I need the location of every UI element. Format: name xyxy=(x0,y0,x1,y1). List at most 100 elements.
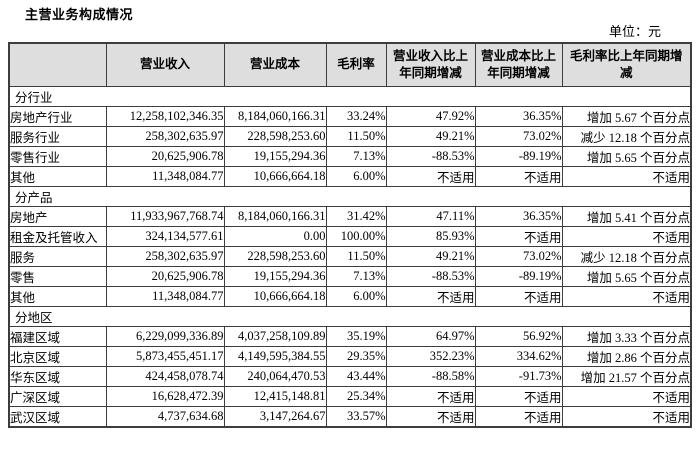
cell-value: 不适用 xyxy=(561,285,692,307)
row-label: 房地产 xyxy=(8,205,107,227)
cell-value: 73.02% xyxy=(474,125,563,147)
table-row: 租金及托管收入 324,134,577.61 0.00 100.00% 85.93% 不适… xyxy=(8,225,692,247)
cell-value: 19,155,294.36 xyxy=(223,145,327,167)
cell-value: 33.57% xyxy=(325,405,387,427)
cell-value: 424,458,078.74 xyxy=(105,365,225,387)
cell-value: 增加 2.86 个百分点 xyxy=(561,345,692,367)
cell-value: 35.19% xyxy=(325,325,387,347)
cell-value: 11,348,084.77 xyxy=(105,285,225,307)
cell-value: 增加 3.33 个百分点 xyxy=(561,325,692,347)
row-label: 服务行业 xyxy=(8,125,107,147)
table-row: 武汉区域 4,737,634.68 3,147,264.67 33.57% 不适用 不适用… xyxy=(8,405,692,427)
cell-value: 增加 5.41 个百分点 xyxy=(561,205,692,227)
table-row: 房地产行业 12,258,102,346.35 8,184,060,166.31 33… xyxy=(8,105,692,127)
cell-value: 不适用 xyxy=(561,165,692,187)
row-label: 福建区域 xyxy=(8,325,107,347)
row-label: 华东区域 xyxy=(8,365,107,387)
table-row: 华东区域 424,458,078.74 240,064,470.53 43.44% -8… xyxy=(8,365,692,387)
page-title: 主营业务构成情况 xyxy=(25,7,134,22)
cell-value: 228,598,253.60 xyxy=(223,245,327,267)
cell-value: -88.58% xyxy=(385,365,476,387)
cell-value: 不适用 xyxy=(474,225,563,247)
cell-value: -89.19% xyxy=(474,265,563,287)
section-row: 分地区 xyxy=(8,305,692,327)
cell-value: 不适用 xyxy=(474,405,563,427)
row-label: 零售行业 xyxy=(8,145,107,167)
cell-value: 20,625,906.78 xyxy=(105,265,225,287)
table-row: 房地产 11,933,967,768.74 8,184,060,166.31 31.4… xyxy=(8,205,692,227)
cell-value: 12,258,102,346.35 xyxy=(105,105,225,127)
table-row: 其他 11,348,084.77 10,666,664.18 6.00% 不适用 不适用不… xyxy=(8,165,692,187)
cell-value: 不适用 xyxy=(385,405,476,427)
cell-value: 3,147,264.67 xyxy=(223,405,327,427)
cell-value: 49.21% xyxy=(385,125,476,147)
cell-value: 增加 5.65 个百分点 xyxy=(561,265,692,287)
row-label: 其他 xyxy=(8,285,107,307)
header-cell-margin-yoy: 毛利率比上年同期增 减 xyxy=(561,42,692,87)
section-label: 分产品 xyxy=(8,185,692,207)
cell-value: 100.00% xyxy=(325,225,387,247)
section-label: 分地区 xyxy=(8,305,692,327)
cell-value: -89.19% xyxy=(474,145,563,167)
cell-value: 增加 5.67 个百分点 xyxy=(561,105,692,127)
cell-value: 增加 21.57 个百分点 xyxy=(561,365,692,387)
row-label: 房地产行业 xyxy=(8,105,107,127)
cell-value: 11.50% xyxy=(325,125,387,147)
row-label: 广深区域 xyxy=(8,385,107,407)
cell-value: 56.92% xyxy=(474,325,563,347)
cell-value: 12,415,148.81 xyxy=(223,385,327,407)
row-label: 北京区域 xyxy=(8,345,107,367)
cell-value: 11.50% xyxy=(325,245,387,267)
header-cell-empty xyxy=(8,42,107,87)
cell-value: 19,155,294.36 xyxy=(223,265,327,287)
cell-value: 47.11% xyxy=(385,205,476,227)
cell-value: 36.35% xyxy=(474,105,563,127)
cell-value: 228,598,253.60 xyxy=(223,125,327,147)
cell-value: 352.23% xyxy=(385,345,476,367)
cell-value: 不适用 xyxy=(385,385,476,407)
cell-value: 49.21% xyxy=(385,245,476,267)
cell-value: 6.00% xyxy=(325,285,387,307)
cell-value: 25.34% xyxy=(325,385,387,407)
cell-value: 11,933,967,768.74 xyxy=(105,205,225,227)
cell-value: 4,037,258,109.89 xyxy=(223,325,327,347)
cell-value: 64.97% xyxy=(385,325,476,347)
cell-value: 不适用 xyxy=(474,385,563,407)
row-label: 租金及托管收入 xyxy=(8,225,107,247)
table-header: 营业收入 营业成本 毛利率 营业收入比上 年同期增减 营业成本比上 年同期增减 … xyxy=(8,42,692,87)
cell-value: 11,348,084.77 xyxy=(105,165,225,187)
row-label: 其他 xyxy=(8,165,107,187)
cell-value: 8,184,060,166.31 xyxy=(223,205,327,227)
cell-value: 减少 12.18 个百分点 xyxy=(561,245,692,267)
business-composition-table: 营业收入 营业成本 毛利率 营业收入比上 年同期增减 营业成本比上 年同期增减 … xyxy=(8,42,692,428)
cell-value: 不适用 xyxy=(474,165,563,187)
cell-value: 4,737,634.68 xyxy=(105,405,225,427)
cell-value: 258,302,635.97 xyxy=(105,125,225,147)
table-row: 服务行业 258,302,635.97 228,598,253.60 11.50% 49… xyxy=(8,125,692,147)
cell-value: -91.73% xyxy=(474,365,563,387)
cell-value: 85.93% xyxy=(385,225,476,247)
cell-value: 不适用 xyxy=(385,285,476,307)
header-cell-margin: 毛利率 xyxy=(325,42,387,87)
cell-value: 73.02% xyxy=(474,245,563,267)
table-row: 零售行业 20,625,906.78 19,155,294.36 7.13% -88.5… xyxy=(8,145,692,167)
cell-value: 324,134,577.61 xyxy=(105,225,225,247)
cell-value: 31.42% xyxy=(325,205,387,227)
table-row: 其他 11,348,084.77 10,666,664.18 6.00% 不适用 不适用不… xyxy=(8,285,692,307)
cell-value: 258,302,635.97 xyxy=(105,245,225,267)
cell-value: 240,064,470.53 xyxy=(223,365,327,387)
row-label: 服务 xyxy=(8,245,107,267)
cell-value: 43.44% xyxy=(325,365,387,387)
cell-value: 0.00 xyxy=(223,225,327,247)
table-row: 北京区域 5,873,455,451.17 4,149,595,384.55 29.3… xyxy=(8,345,692,367)
cell-value: 10,666,664.18 xyxy=(223,165,327,187)
table-row: 福建区域 6,229,099,336.89 4,037,258,109.89 35.1… xyxy=(8,325,692,347)
cell-value: 29.35% xyxy=(325,345,387,367)
cell-value: 6.00% xyxy=(325,165,387,187)
table-row: 零售 20,625,906.78 19,155,294.36 7.13% -88.53%… xyxy=(8,265,692,287)
cell-value: 36.35% xyxy=(474,205,563,227)
cell-value: 20,625,906.78 xyxy=(105,145,225,167)
header-row: 营业收入 营业成本 毛利率 营业收入比上 年同期增减 营业成本比上 年同期增减 … xyxy=(8,42,692,87)
header-cell-revenue: 营业收入 xyxy=(105,42,225,87)
header-cell-cost: 营业成本 xyxy=(223,42,327,87)
